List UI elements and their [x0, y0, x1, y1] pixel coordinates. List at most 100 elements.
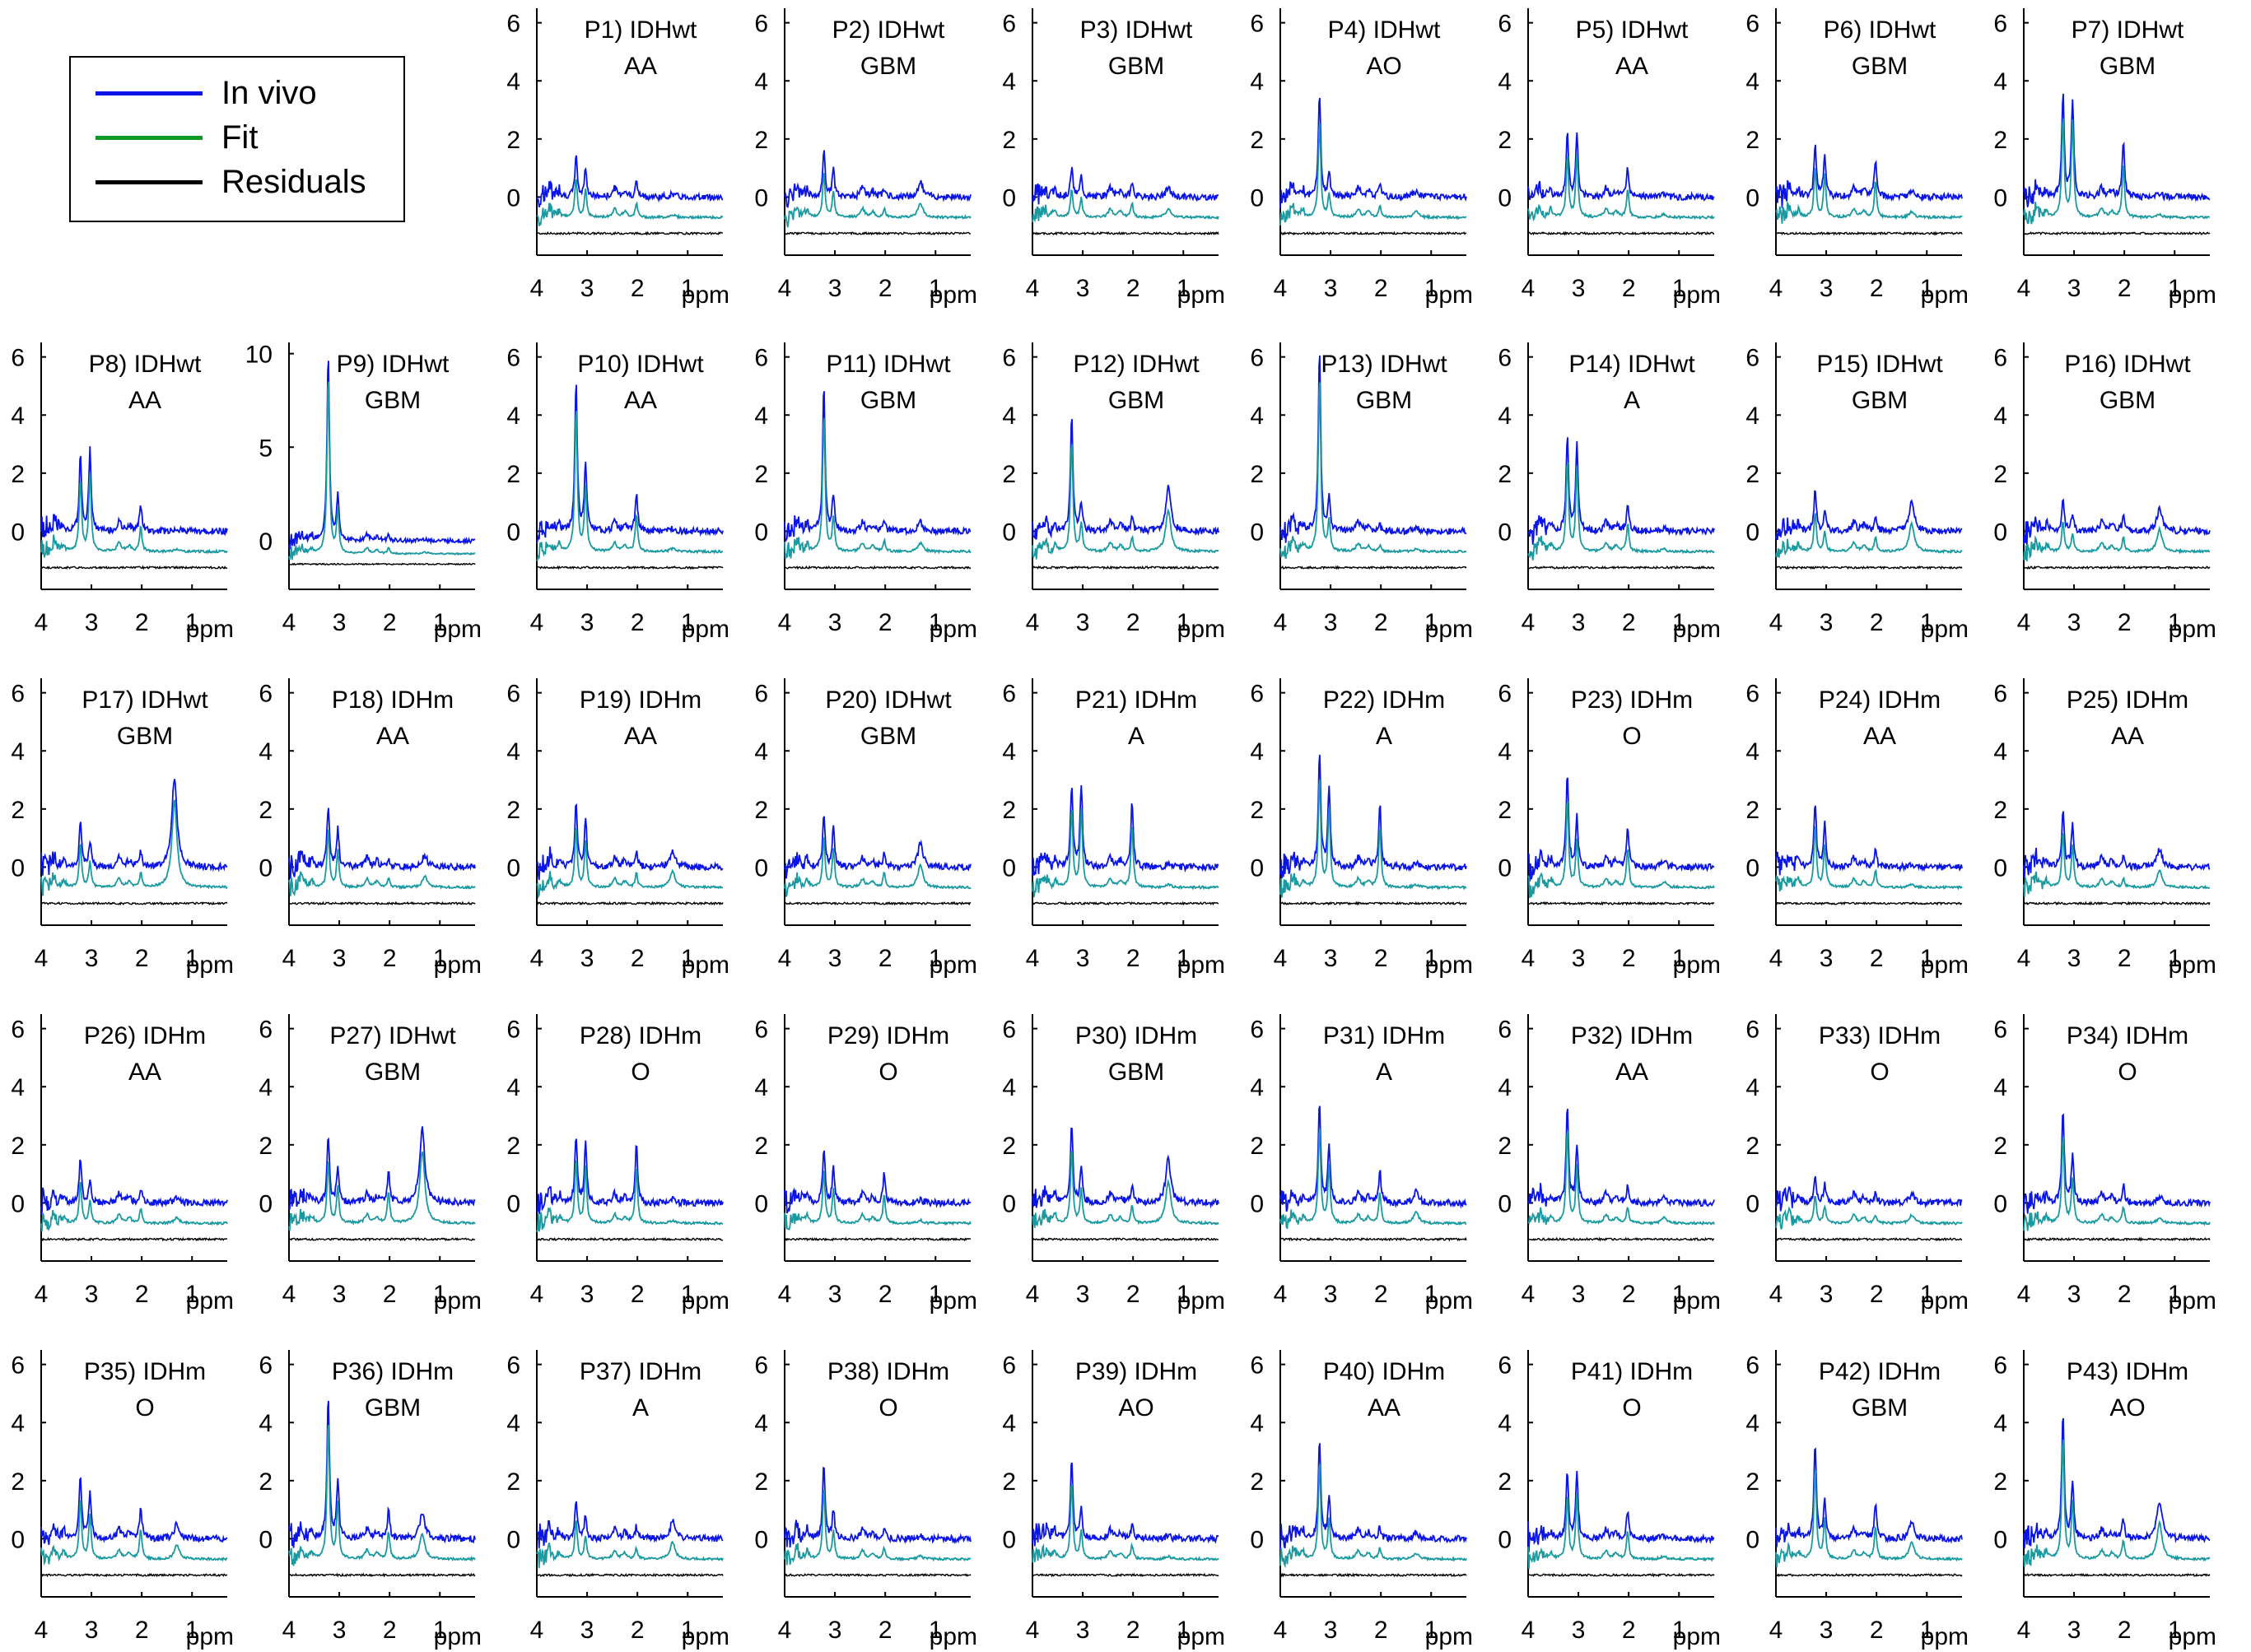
invivo-line-P30 [1032, 1127, 1219, 1209]
x-tick-label-P17-4: 4 [35, 945, 49, 972]
x-tick-label-P6-2: 2 [1870, 275, 1884, 302]
y-tick-label-P35-2: 2 [11, 1468, 25, 1496]
y-tick-label-P3-6: 6 [1002, 11, 1016, 38]
x-tick-label-P6-3: 3 [1820, 275, 1834, 302]
panel-title-P26: P26) IDHm [84, 1022, 206, 1049]
y-tick-label-P15-4: 4 [1745, 403, 1759, 430]
y-tick-label-P1-2: 2 [506, 127, 520, 154]
x-tick-label-P25-1: 1 [2168, 945, 2182, 972]
panel-title-P9: P9) IDHwt [337, 351, 450, 378]
y-tick-label-P9-10: 10 [245, 342, 273, 369]
panel-title-P8: P8) IDHwt [89, 351, 202, 378]
y-tick-label-P29-4: 4 [754, 1074, 768, 1101]
x-tick-label-P25-2: 2 [2118, 945, 2132, 972]
y-tick-label-P39-6: 6 [1002, 1352, 1016, 1380]
invivo-line-P32 [1527, 1109, 1715, 1208]
x-unit-label-P32: ppm [1673, 1287, 1721, 1315]
y-tick-label-P3-0: 0 [1002, 184, 1016, 212]
y-tick-label-P29-0: 0 [754, 1190, 768, 1217]
y-tick-label-P10-2: 2 [506, 461, 520, 488]
fit-line-P13 [1279, 382, 1467, 560]
x-tick-label-P32-1: 1 [1672, 1281, 1686, 1308]
panel-grade-P24: AA [1863, 723, 1896, 750]
residuals-line-P17 [40, 900, 228, 906]
legend-label-fit: Fit [221, 119, 259, 156]
y-tick-label-P39-4: 4 [1002, 1410, 1016, 1437]
panel-title-P6: P6) IDHwt [1824, 16, 1936, 44]
fit-line-P22 [1279, 779, 1467, 898]
y-tick-label-P23-0: 0 [1498, 854, 1512, 882]
x-tick-label-P35-1: 1 [185, 1617, 199, 1644]
x-tick-label-P41-2: 2 [1622, 1617, 1636, 1644]
x-tick-label-P21-3: 3 [1076, 945, 1090, 972]
x-tick-label-P17-3: 3 [85, 945, 99, 972]
panel-grade-P16: GBM [2100, 387, 2155, 414]
invivo-line-P26 [40, 1159, 228, 1215]
y-tick-label-P13-4: 4 [1250, 403, 1264, 430]
invivo-line-P38 [784, 1466, 972, 1547]
x-tick-label-P13-2: 2 [1374, 609, 1388, 636]
fit-line-P21 [1032, 808, 1219, 898]
panel-grade-P39: AO [1118, 1394, 1153, 1422]
residuals-line-P11 [784, 565, 972, 570]
panel-title-P43: P43) IDHm [2067, 1358, 2188, 1385]
fit-line-P23 [1527, 800, 1715, 898]
x-tick-label-P7-4: 4 [2017, 275, 2031, 302]
y-tick-label-P23-2: 2 [1498, 797, 1512, 824]
panel-grade-P19: AA [624, 723, 657, 750]
y-tick-label-P43-6: 6 [1993, 1352, 2007, 1380]
x-tick-label-P28-3: 3 [580, 1281, 594, 1308]
x-tick-label-P29-2: 2 [878, 1281, 892, 1308]
x-tick-label-P20-3: 3 [828, 945, 842, 972]
legend-item-invivo: In vivo [71, 76, 403, 110]
y-tick-label-P26-6: 6 [11, 1017, 25, 1044]
panel-grade-P27: GBM [365, 1059, 421, 1086]
y-tick-label-P18-0: 0 [259, 854, 273, 882]
residuals-line-P39 [1032, 1572, 1219, 1578]
panel-title-P17: P17) IDHwt [82, 686, 208, 714]
y-tick-label-P17-6: 6 [11, 681, 25, 708]
y-tick-label-P31-0: 0 [1250, 1190, 1264, 1217]
invivo-line-P31 [1279, 1105, 1467, 1212]
x-tick-label-P43-2: 2 [2118, 1617, 2132, 1644]
x-tick-label-P9-4: 4 [282, 609, 296, 636]
panel-title-P31: P31) IDHm [1323, 1022, 1445, 1049]
fit-line-P38 [784, 1490, 972, 1566]
y-tick-label-P37-2: 2 [506, 1468, 520, 1496]
residuals-line-P7 [2023, 230, 2211, 236]
y-tick-label-P1-0: 0 [506, 184, 520, 212]
y-tick-label-P13-2: 2 [1250, 461, 1264, 488]
x-tick-label-P2-1: 1 [929, 275, 943, 302]
panel-title-P42: P42) IDHm [1819, 1358, 1941, 1385]
residuals-line-P33 [1775, 1236, 1963, 1242]
y-tick-label-P41-6: 6 [1498, 1352, 1512, 1380]
x-tick-label-P31-4: 4 [1274, 1281, 1288, 1308]
y-tick-label-P38-4: 4 [754, 1410, 768, 1437]
panel-grade-P6: GBM [1852, 53, 1908, 80]
x-tick-label-P14-2: 2 [1622, 609, 1636, 636]
y-tick-label-P36-6: 6 [259, 1352, 273, 1380]
x-tick-label-P9-1: 1 [433, 609, 447, 636]
panel-grade-P21: A [1128, 723, 1144, 750]
panel-grade-P41: O [1622, 1394, 1641, 1422]
panel-grade-P13: GBM [1356, 387, 1412, 414]
invivo-line-P24 [1775, 805, 1963, 876]
x-tick-label-P26-1: 1 [185, 1281, 199, 1308]
x-tick-label-P14-4: 4 [1522, 609, 1536, 636]
x-tick-label-P26-3: 3 [85, 1281, 99, 1308]
panel-title-P39: P39) IDHm [1075, 1358, 1197, 1385]
y-tick-label-P4-2: 2 [1250, 127, 1264, 154]
invivo-line-P10 [536, 384, 724, 544]
y-tick-label-P42-2: 2 [1745, 1468, 1759, 1496]
legend: In vivo Fit Residuals [69, 56, 405, 222]
panel-grade-P22: A [1376, 723, 1392, 750]
fit-line-P12 [1032, 444, 1219, 560]
x-tick-label-P12-1: 1 [1177, 609, 1191, 636]
y-tick-label-P42-6: 6 [1745, 1352, 1759, 1380]
invivo-line-P6 [1775, 144, 1963, 208]
invivo-line-P14 [1527, 437, 1715, 545]
invivo-line-P3 [1032, 166, 1219, 205]
x-tick-label-P25-4: 4 [2017, 945, 2031, 972]
y-tick-label-P20-6: 6 [754, 681, 768, 708]
y-tick-label-P27-0: 0 [259, 1190, 273, 1217]
